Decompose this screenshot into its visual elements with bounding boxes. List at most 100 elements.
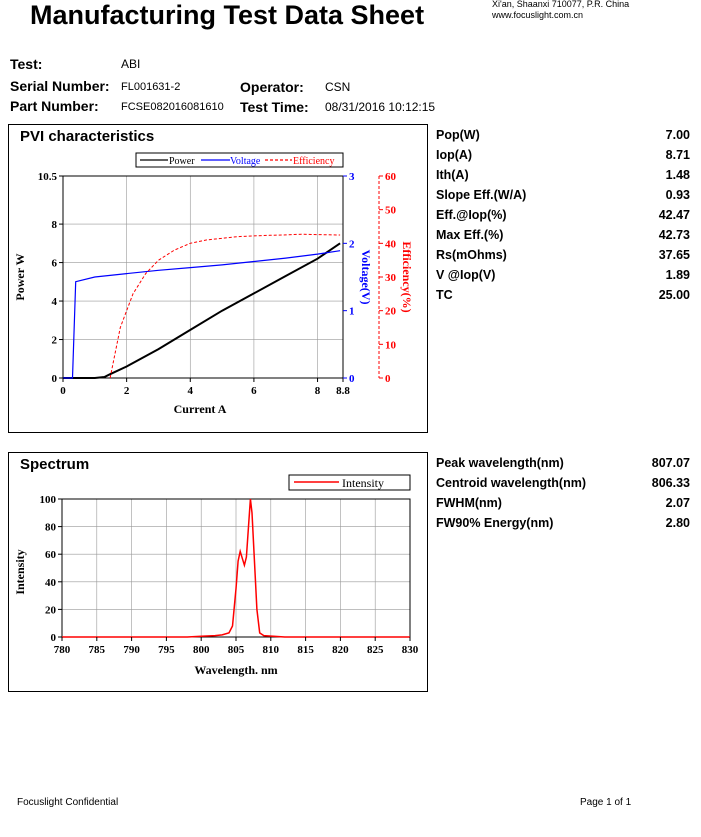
pvi-y3-tick-label: 40 (385, 238, 397, 250)
metric-value: 42.47 (658, 208, 690, 222)
efficiency-line (109, 233, 341, 379)
metric-value: 806.33 (651, 476, 690, 490)
metric-label: Slope Eff.(W/A) (436, 188, 527, 202)
metric-label: Peak wavelength(nm) (436, 456, 564, 470)
spectrum-y-tick-label: 100 (40, 494, 57, 506)
part-value: FCSE082016081610 (121, 101, 224, 113)
metric-value: 7.00 (665, 128, 690, 142)
power-line (63, 242, 341, 379)
pvi-x-tick-label: 6 (251, 385, 257, 397)
address-line: Xi'an, Shaanxi 710077, P.R. China (492, 0, 630, 9)
pvi-y-tick-label: 2 (52, 335, 58, 347)
metric-label: Pop(W) (436, 128, 480, 142)
pvi-y3-tick-label: 30 (385, 272, 397, 284)
spectrum-x-tick-label: 785 (89, 644, 106, 656)
pvi-y3-tick-label: 10 (385, 339, 397, 351)
metric-label: Iop(A) (436, 148, 473, 162)
serial-value: FL001631-2 (121, 81, 181, 93)
pvi-y-tick-label: 6 (52, 258, 58, 270)
pvi-y-tick-label: 0 (52, 373, 58, 385)
legend-power-label: Power (169, 156, 195, 167)
metric-value: 37.65 (658, 248, 690, 262)
pvi-y-tick-label: 10.5 (38, 171, 58, 183)
pvi-ylabel: Power W (13, 253, 27, 300)
pvi-x-tick-label: 2 (124, 385, 130, 397)
metric-value: 0.93 (665, 188, 690, 202)
website-line: www.focuslight.com.cn (492, 10, 584, 20)
spectrum-title: Spectrum (20, 456, 90, 473)
spectrum-ticks-group: 780 785 790 795 800 805 810 815 820 825 830 0 20 40 60… (40, 494, 419, 656)
metric-label: Eff.@Iop(%) (436, 208, 507, 222)
spectrum-x-tick-label: 790 (123, 644, 140, 656)
legend-efficiency-label: Efficiency (293, 156, 334, 167)
spectrum-panel (8, 452, 428, 692)
metric-value: 42.73 (658, 228, 690, 242)
metric-label: TC (436, 288, 453, 302)
spectrum-x-tick-label: 830 (402, 644, 419, 656)
spectrum-y-tick-label: 60 (45, 549, 57, 561)
spectrum-x-tick-label: 810 (263, 644, 280, 656)
pvi-title: PVI characteristics (20, 128, 155, 145)
pvi-plot-frame (62, 175, 344, 379)
testtime-label: Test Time: (240, 99, 309, 115)
operator-label: Operator: (240, 79, 304, 95)
testtime-value: 08/31/2016 10:12:15 (325, 100, 436, 114)
pvi-x-tick-label: 4 (188, 385, 194, 397)
spectrum-y-tick-label: 40 (45, 577, 57, 589)
pvi-y3-tick-label: 0 (385, 373, 391, 385)
metric-value: 1.89 (665, 268, 690, 282)
spectrum-x-tick-label: 795 (158, 644, 175, 656)
spectrum-series-group (62, 498, 410, 638)
pvi-y2-tick-label: 1 (349, 306, 355, 318)
pvi-y3-tick-label: 50 (385, 205, 397, 217)
spectrum-x-tick-label: 825 (367, 644, 384, 656)
pvi-y2-tick-label: 3 (349, 171, 355, 183)
metric-value: 2.80 (665, 516, 690, 530)
pvi-y2-tick-label: 0 (349, 373, 355, 385)
spectrum-ylabel: Intensity (13, 549, 27, 594)
legend-intensity-label: Intensity (342, 476, 384, 490)
pvi-y-tick-label: 4 (52, 296, 58, 308)
pvi-y-tick-label: 8 (52, 219, 58, 231)
metric-value: 807.07 (651, 456, 690, 470)
spectrum-y-tick-label: 0 (51, 632, 57, 644)
metric-label: Rs(mOhms) (436, 248, 507, 262)
metric-label: FWHM(nm) (436, 496, 502, 510)
company-address: Xi'an, Shaanxi 710077, P.R. China www.fo… (492, 0, 629, 21)
metric-label: Centroid wavelength(nm) (436, 476, 587, 490)
spectrum-x-tick-label: 820 (332, 644, 349, 656)
metric-value: 2.07 (665, 496, 690, 510)
pvi-y3-tick-label: 20 (385, 306, 397, 318)
part-label: Part Number: (10, 98, 99, 114)
spectrum-x-tick-label: 780 (54, 644, 71, 656)
metric-label: Max Eff.(%) (436, 228, 504, 242)
metric-label: Ith(A) (436, 168, 469, 182)
legend-voltage-label: Voltage (230, 156, 261, 167)
pvi-y3-tick-label: 60 (385, 171, 397, 183)
metric-value: 8.71 (665, 148, 690, 162)
spectrum-x-tick-label: 805 (228, 644, 245, 656)
spectrum-x-tick-label: 800 (193, 644, 210, 656)
intensity-line (62, 498, 410, 638)
pvi-x-tick-label: 8 (315, 385, 321, 397)
pvi-legend (135, 152, 344, 168)
test-label: Test: (10, 56, 43, 72)
test-value: ABI (121, 57, 141, 71)
footer-confidential: Focuslight Confidential (17, 797, 119, 808)
page-title: Manufacturing Test Data Sheet (30, 0, 425, 30)
pvi-y2-tick-label: 2 (349, 238, 355, 250)
spectrum-legend (288, 474, 411, 491)
pvi-x-tick-label: 8.8 (336, 385, 350, 397)
pvi-panel (8, 124, 428, 433)
spectrum-chart: 780 785 790 795 800 805 810 815 820 825 830 0 20 40 60… (13, 474, 419, 677)
metric-label: V @Iop(V) (436, 268, 496, 282)
pvi-xlabel: Current A (174, 402, 227, 416)
pvi-y3label: Efficiency(%) (400, 241, 414, 312)
spectrum-xlabel: Wavelength. nm (194, 663, 277, 677)
metric-value: 25.00 (658, 288, 690, 302)
pvi-grid (62, 175, 344, 379)
metric-label: FW90% Energy(nm) (436, 516, 554, 530)
voltage-line (63, 250, 341, 379)
